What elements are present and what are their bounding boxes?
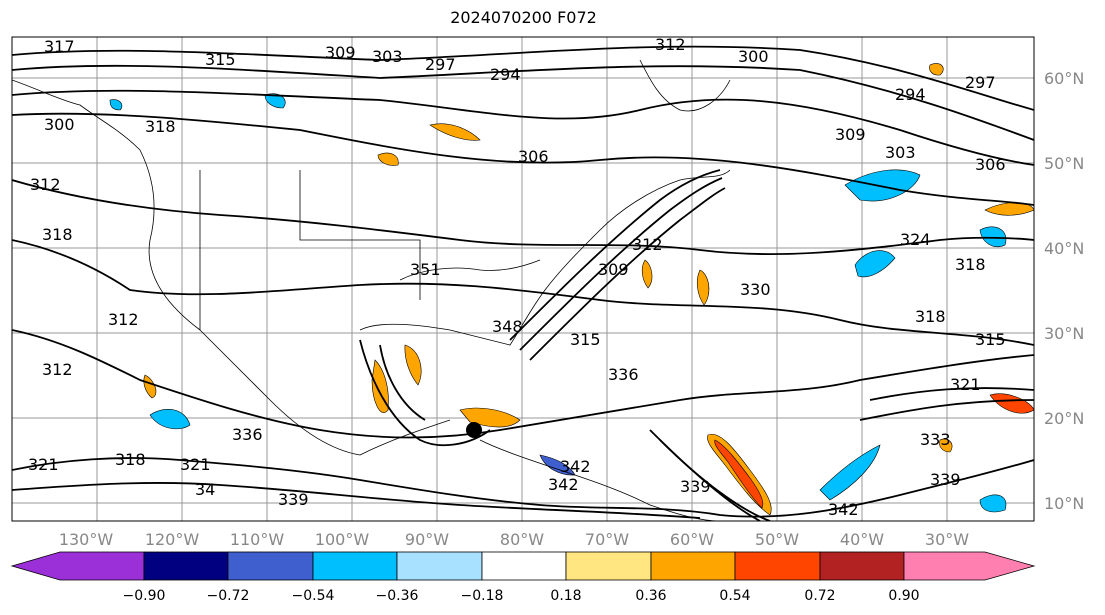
- colorbar-tick: −0.36: [376, 588, 419, 604]
- colorbar-segment: [396, 551, 483, 581]
- contour-label: 309: [835, 125, 866, 144]
- lat-axis: 60°N 50°N 40°N 30°N 20°N 10°N: [1044, 69, 1084, 513]
- contour-label: 309: [325, 43, 356, 62]
- lon-label: 130°W: [59, 530, 114, 549]
- contour-label: 315: [205, 50, 236, 69]
- contour-label: 321: [180, 455, 211, 474]
- contour-label: 342: [548, 475, 579, 494]
- lat-label: 20°N: [1044, 409, 1084, 428]
- lat-label: 40°N: [1044, 239, 1084, 258]
- contour-label: 342: [828, 500, 859, 519]
- contour-label: 351: [410, 260, 441, 279]
- contour-label: 324: [900, 230, 931, 249]
- lat-label: 30°N: [1044, 324, 1084, 343]
- contour-label: 309: [598, 260, 629, 279]
- colorbar-segment: [227, 551, 314, 581]
- storm-marker: [466, 422, 482, 438]
- contour-label: 294: [895, 85, 926, 104]
- contour-label: 339: [930, 470, 961, 489]
- colorbar-tick: 0.54: [719, 588, 750, 604]
- colorbar-tick: 0.18: [550, 588, 581, 604]
- contour-label: 315: [570, 330, 601, 349]
- contour-label: 330: [740, 280, 771, 299]
- contour-label: 318: [145, 117, 176, 136]
- contour-label: 342: [560, 457, 591, 476]
- contour-label: 306: [975, 155, 1006, 174]
- contour-label: 312: [632, 235, 663, 254]
- contour-label: 339: [278, 490, 309, 509]
- colorbar-segment: [143, 551, 229, 581]
- contour-label: 336: [232, 425, 263, 444]
- lon-label: 120°W: [145, 530, 200, 549]
- colorbar-segment: [312, 551, 398, 581]
- contour-label: 312: [30, 175, 61, 194]
- lon-label: 110°W: [230, 530, 285, 549]
- lon-axis: 130°W 120°W 110°W 100°W 90°W 80°W 70°W 6…: [59, 530, 969, 549]
- lon-label: 50°W: [755, 530, 799, 549]
- contour-label: 333: [920, 430, 951, 449]
- colorbar-segment: [565, 551, 652, 581]
- contour-labels: 317 315 309 303 297 294 312 300 297 294 …: [28, 35, 1006, 519]
- colorbar-tick: 0.72: [804, 588, 835, 604]
- contour-label: 312: [108, 310, 139, 329]
- contour-label: 312: [42, 360, 73, 379]
- lon-label: 70°W: [585, 530, 629, 549]
- contour-label: 318: [915, 307, 946, 326]
- colorbar-tick: −0.90: [123, 588, 166, 604]
- contour-label: 318: [115, 450, 146, 469]
- lon-label: 30°W: [925, 530, 969, 549]
- colorbar-segment: [481, 551, 567, 581]
- colorbar-segment: [903, 551, 1036, 581]
- lon-label: 80°W: [500, 530, 544, 549]
- lon-label: 100°W: [315, 530, 370, 549]
- colorbar-tick: 0.90: [888, 588, 919, 604]
- contour-label: 312: [655, 35, 686, 54]
- lon-label: 40°W: [840, 530, 884, 549]
- colorbar: [10, 551, 1036, 581]
- colorbar-segment: [734, 551, 821, 581]
- colorbar-segment: [10, 551, 145, 581]
- map-frame: [11, 36, 1035, 522]
- contour-label: 300: [44, 115, 75, 134]
- contours: [12, 45, 1034, 521]
- contour-label: 303: [885, 143, 916, 162]
- colorbar-segment: [650, 551, 736, 581]
- contour-label: 318: [955, 255, 986, 274]
- contour-label: 297: [425, 55, 456, 74]
- lat-label: 50°N: [1044, 154, 1084, 173]
- colorbar-tick: 0.36: [635, 588, 666, 604]
- contour-label: 336: [608, 365, 639, 384]
- contour-label: 321: [950, 375, 981, 394]
- contour-label: 34: [195, 480, 215, 499]
- colorbar-tick: −0.18: [461, 588, 504, 604]
- lon-label: 90°W: [405, 530, 449, 549]
- shading: [109, 63, 1034, 516]
- lat-label: 60°N: [1044, 69, 1084, 88]
- lat-label: 10°N: [1044, 494, 1084, 513]
- lon-label: 60°W: [670, 530, 714, 549]
- contour-label: 317: [44, 37, 75, 56]
- colorbar-segment: [819, 551, 905, 581]
- graticule: [12, 37, 1034, 521]
- contour-label: 306: [518, 147, 549, 166]
- map-title: 2024070200 F072: [450, 8, 597, 27]
- colorbar-ticks: −0.90 −0.72 −0.54 −0.36 −0.18 0.18 0.36 …: [123, 588, 920, 604]
- contour-label: 321: [28, 455, 59, 474]
- contour-label: 297: [965, 73, 996, 92]
- contour-label: 339: [680, 477, 711, 496]
- contour-label: 318: [42, 225, 73, 244]
- contour-label: 294: [490, 65, 521, 84]
- contour-label: 303: [372, 47, 403, 66]
- colorbar-tick: −0.72: [207, 588, 250, 604]
- contour-label: 300: [738, 47, 769, 66]
- contour-label: 348: [492, 317, 523, 336]
- colorbar-tick: −0.54: [292, 588, 335, 604]
- contour-label: 315: [975, 330, 1006, 349]
